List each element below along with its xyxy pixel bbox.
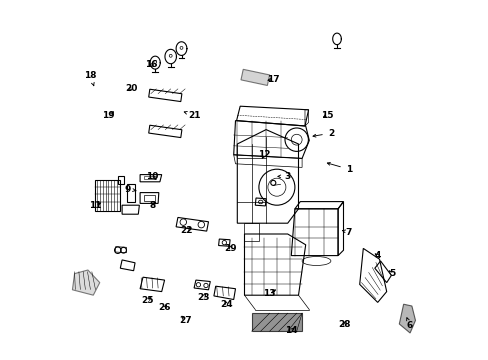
Text: 25: 25 bbox=[141, 296, 153, 305]
Text: 23: 23 bbox=[197, 292, 209, 302]
Text: 15: 15 bbox=[321, 111, 333, 120]
Text: 7: 7 bbox=[342, 228, 351, 237]
Text: 1: 1 bbox=[326, 162, 351, 174]
Text: 26: 26 bbox=[158, 303, 170, 312]
Text: 22: 22 bbox=[180, 226, 193, 235]
Text: 18: 18 bbox=[84, 71, 97, 86]
Text: 10: 10 bbox=[146, 172, 159, 181]
Text: 3: 3 bbox=[277, 172, 290, 181]
Text: 17: 17 bbox=[266, 75, 279, 84]
Polygon shape bbox=[251, 313, 302, 331]
Text: 6: 6 bbox=[406, 318, 412, 330]
Text: 29: 29 bbox=[224, 244, 237, 253]
Text: 9: 9 bbox=[124, 185, 136, 194]
Polygon shape bbox=[241, 69, 269, 85]
Text: 19: 19 bbox=[102, 111, 115, 120]
Text: 5: 5 bbox=[388, 269, 394, 278]
Text: 27: 27 bbox=[179, 316, 191, 325]
Text: 12: 12 bbox=[258, 150, 270, 159]
Polygon shape bbox=[72, 270, 100, 295]
Polygon shape bbox=[399, 304, 415, 333]
Text: 16: 16 bbox=[144, 60, 157, 69]
Text: 14: 14 bbox=[285, 326, 297, 335]
Text: 11: 11 bbox=[89, 201, 101, 210]
Text: 24: 24 bbox=[220, 300, 232, 309]
Text: 13: 13 bbox=[263, 289, 275, 298]
Text: 4: 4 bbox=[374, 251, 380, 260]
Text: 28: 28 bbox=[338, 320, 350, 329]
Text: 8: 8 bbox=[149, 201, 156, 210]
Text: 2: 2 bbox=[312, 129, 333, 138]
Text: 21: 21 bbox=[184, 111, 200, 120]
Text: 20: 20 bbox=[124, 84, 137, 93]
